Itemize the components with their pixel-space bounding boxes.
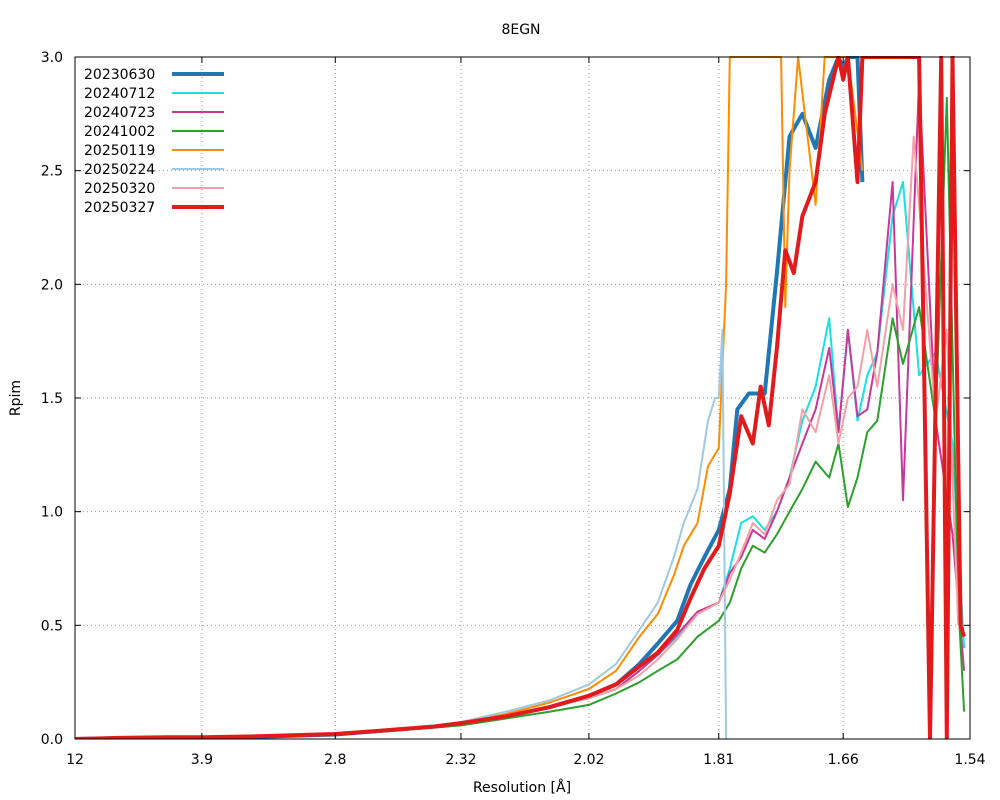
y-tick-label: 2.0: [41, 277, 63, 293]
legend-label: 20240712: [84, 86, 155, 102]
x-axis-title: Resolution [Å]: [473, 779, 571, 796]
axis-ticks: 12 3.9 2.8 2.32 2.02 1.81 1.66 1.54 0.0 0.5 1.0 1.5…: [41, 50, 986, 768]
legend-label: 20230630: [84, 67, 155, 83]
y-tick-label: 3.0: [41, 50, 63, 66]
x-tick-label: 1.54: [954, 752, 985, 768]
x-tick-label: 1.66: [828, 752, 859, 768]
legend-label: 20250119: [84, 143, 155, 159]
x-tick-label: 1.81: [703, 752, 734, 768]
x-tick-label: 3.9: [191, 752, 213, 768]
legend-label: 20250320: [84, 181, 155, 197]
y-tick-label: 0.5: [41, 618, 63, 634]
legend-label: 20250224: [84, 162, 155, 178]
x-tick-label: 2.32: [445, 752, 476, 768]
chart-title: 8EGN: [501, 22, 540, 38]
legend-label: 20241002: [84, 124, 155, 140]
x-tick-label: 2.02: [573, 752, 604, 768]
y-tick-label: 1.0: [41, 505, 63, 521]
legend: 20230630 20240712 20240723 20241002 20250119…: [84, 67, 224, 216]
legend-label: 20240723: [84, 105, 155, 121]
x-tick-label: 12: [66, 752, 84, 768]
y-tick-label: 0.0: [41, 732, 63, 748]
legend-label: 20250327: [84, 200, 155, 216]
y-axis-title: Rpim: [8, 380, 24, 416]
x-tick-label: 2.8: [324, 752, 346, 768]
y-tick-label: 2.5: [41, 164, 63, 180]
y-tick-label: 1.5: [41, 391, 63, 407]
